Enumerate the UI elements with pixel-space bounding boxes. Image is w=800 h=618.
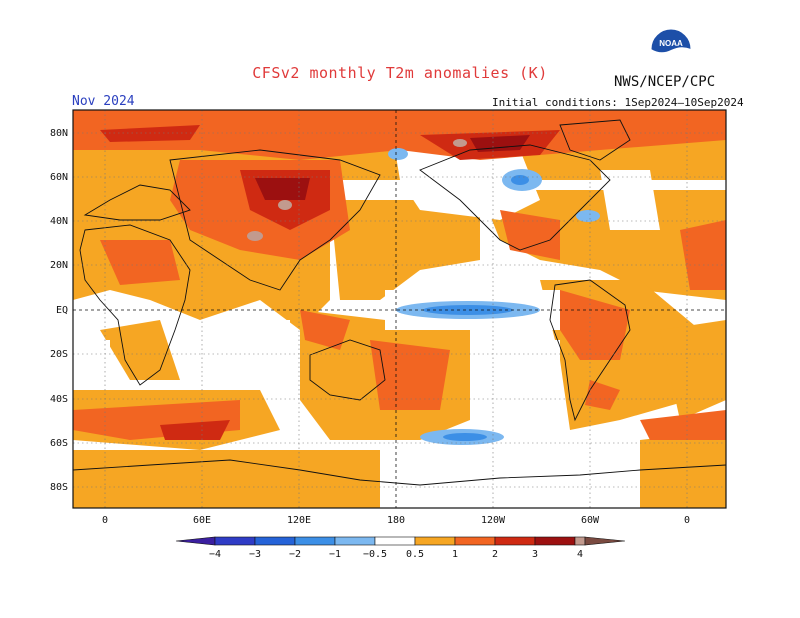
colorbar-segment-2-1: [294, 536, 336, 546]
forecast-month: Nov 2024: [72, 94, 135, 109]
colorbar-segment-below-4: [175, 536, 216, 546]
noaa-logo: NOAA: [650, 28, 692, 70]
lat-label-80n: 80N: [50, 128, 68, 139]
colorbar-label-minus3: −3: [249, 549, 261, 560]
lon-label-60w: 60W: [581, 515, 600, 526]
lat-label-60s: 60S: [50, 438, 68, 449]
lat-label-60n: 60N: [50, 172, 68, 183]
colorbar-segment-neutral: [374, 536, 416, 546]
agency-label: NWS/NCEP/CPC: [614, 74, 716, 90]
lat-label-40s: 40S: [50, 394, 68, 405]
lon-label-60e: 60E: [193, 515, 211, 526]
lat-label-20s: 20S: [50, 349, 68, 360]
colorbar-label-05: 0.5: [406, 549, 424, 560]
lon-label-120w: 120W: [481, 515, 506, 526]
colorbar-segment-05-1: [414, 536, 456, 546]
colorbar-label-minus1: −1: [329, 549, 341, 560]
colorbar-label-minus05: −0.5: [363, 549, 387, 560]
lon-label-120e: 120E: [287, 515, 311, 526]
lat-label-20n: 20N: [50, 260, 68, 271]
colorbar-label-3: 3: [532, 549, 538, 560]
colorbar-segment-4-3: [214, 536, 256, 546]
colorbar-label-minus4: −4: [209, 549, 221, 560]
map-title: CFSv2 monthly T2m anomalies (K): [252, 64, 548, 82]
lon-label-0-east: 0: [684, 515, 690, 526]
colorbar-label-1: 1: [452, 549, 458, 560]
colorbar-label-4: 4: [577, 549, 583, 560]
colorbar-segment-3-2: [254, 536, 296, 546]
svg-text:NOAA: NOAA: [659, 39, 683, 48]
colorbar-segment-3-4: [534, 536, 576, 546]
colorbar-segment-2-3: [494, 536, 536, 546]
lat-label-eq: EQ: [56, 305, 68, 316]
colorbar-label-2: 2: [492, 549, 498, 560]
initial-conditions: Initial conditions: 1Sep2024–10Sep2024: [492, 96, 744, 109]
lon-label-180: 180: [387, 515, 405, 526]
colorbar-segment-1-05: [334, 536, 376, 546]
colorbar-segment-4-5: [574, 536, 586, 546]
colorbar-segment-above: [584, 536, 626, 546]
colorbar-label-minus2: −2: [289, 549, 301, 560]
lon-label-0-west: 0: [102, 515, 108, 526]
colorbar-segment-1-2: [454, 536, 496, 546]
anomaly-fields: [73, 110, 726, 508]
lat-label-40n: 40N: [50, 216, 68, 227]
lat-label-80s: 80S: [50, 482, 68, 493]
